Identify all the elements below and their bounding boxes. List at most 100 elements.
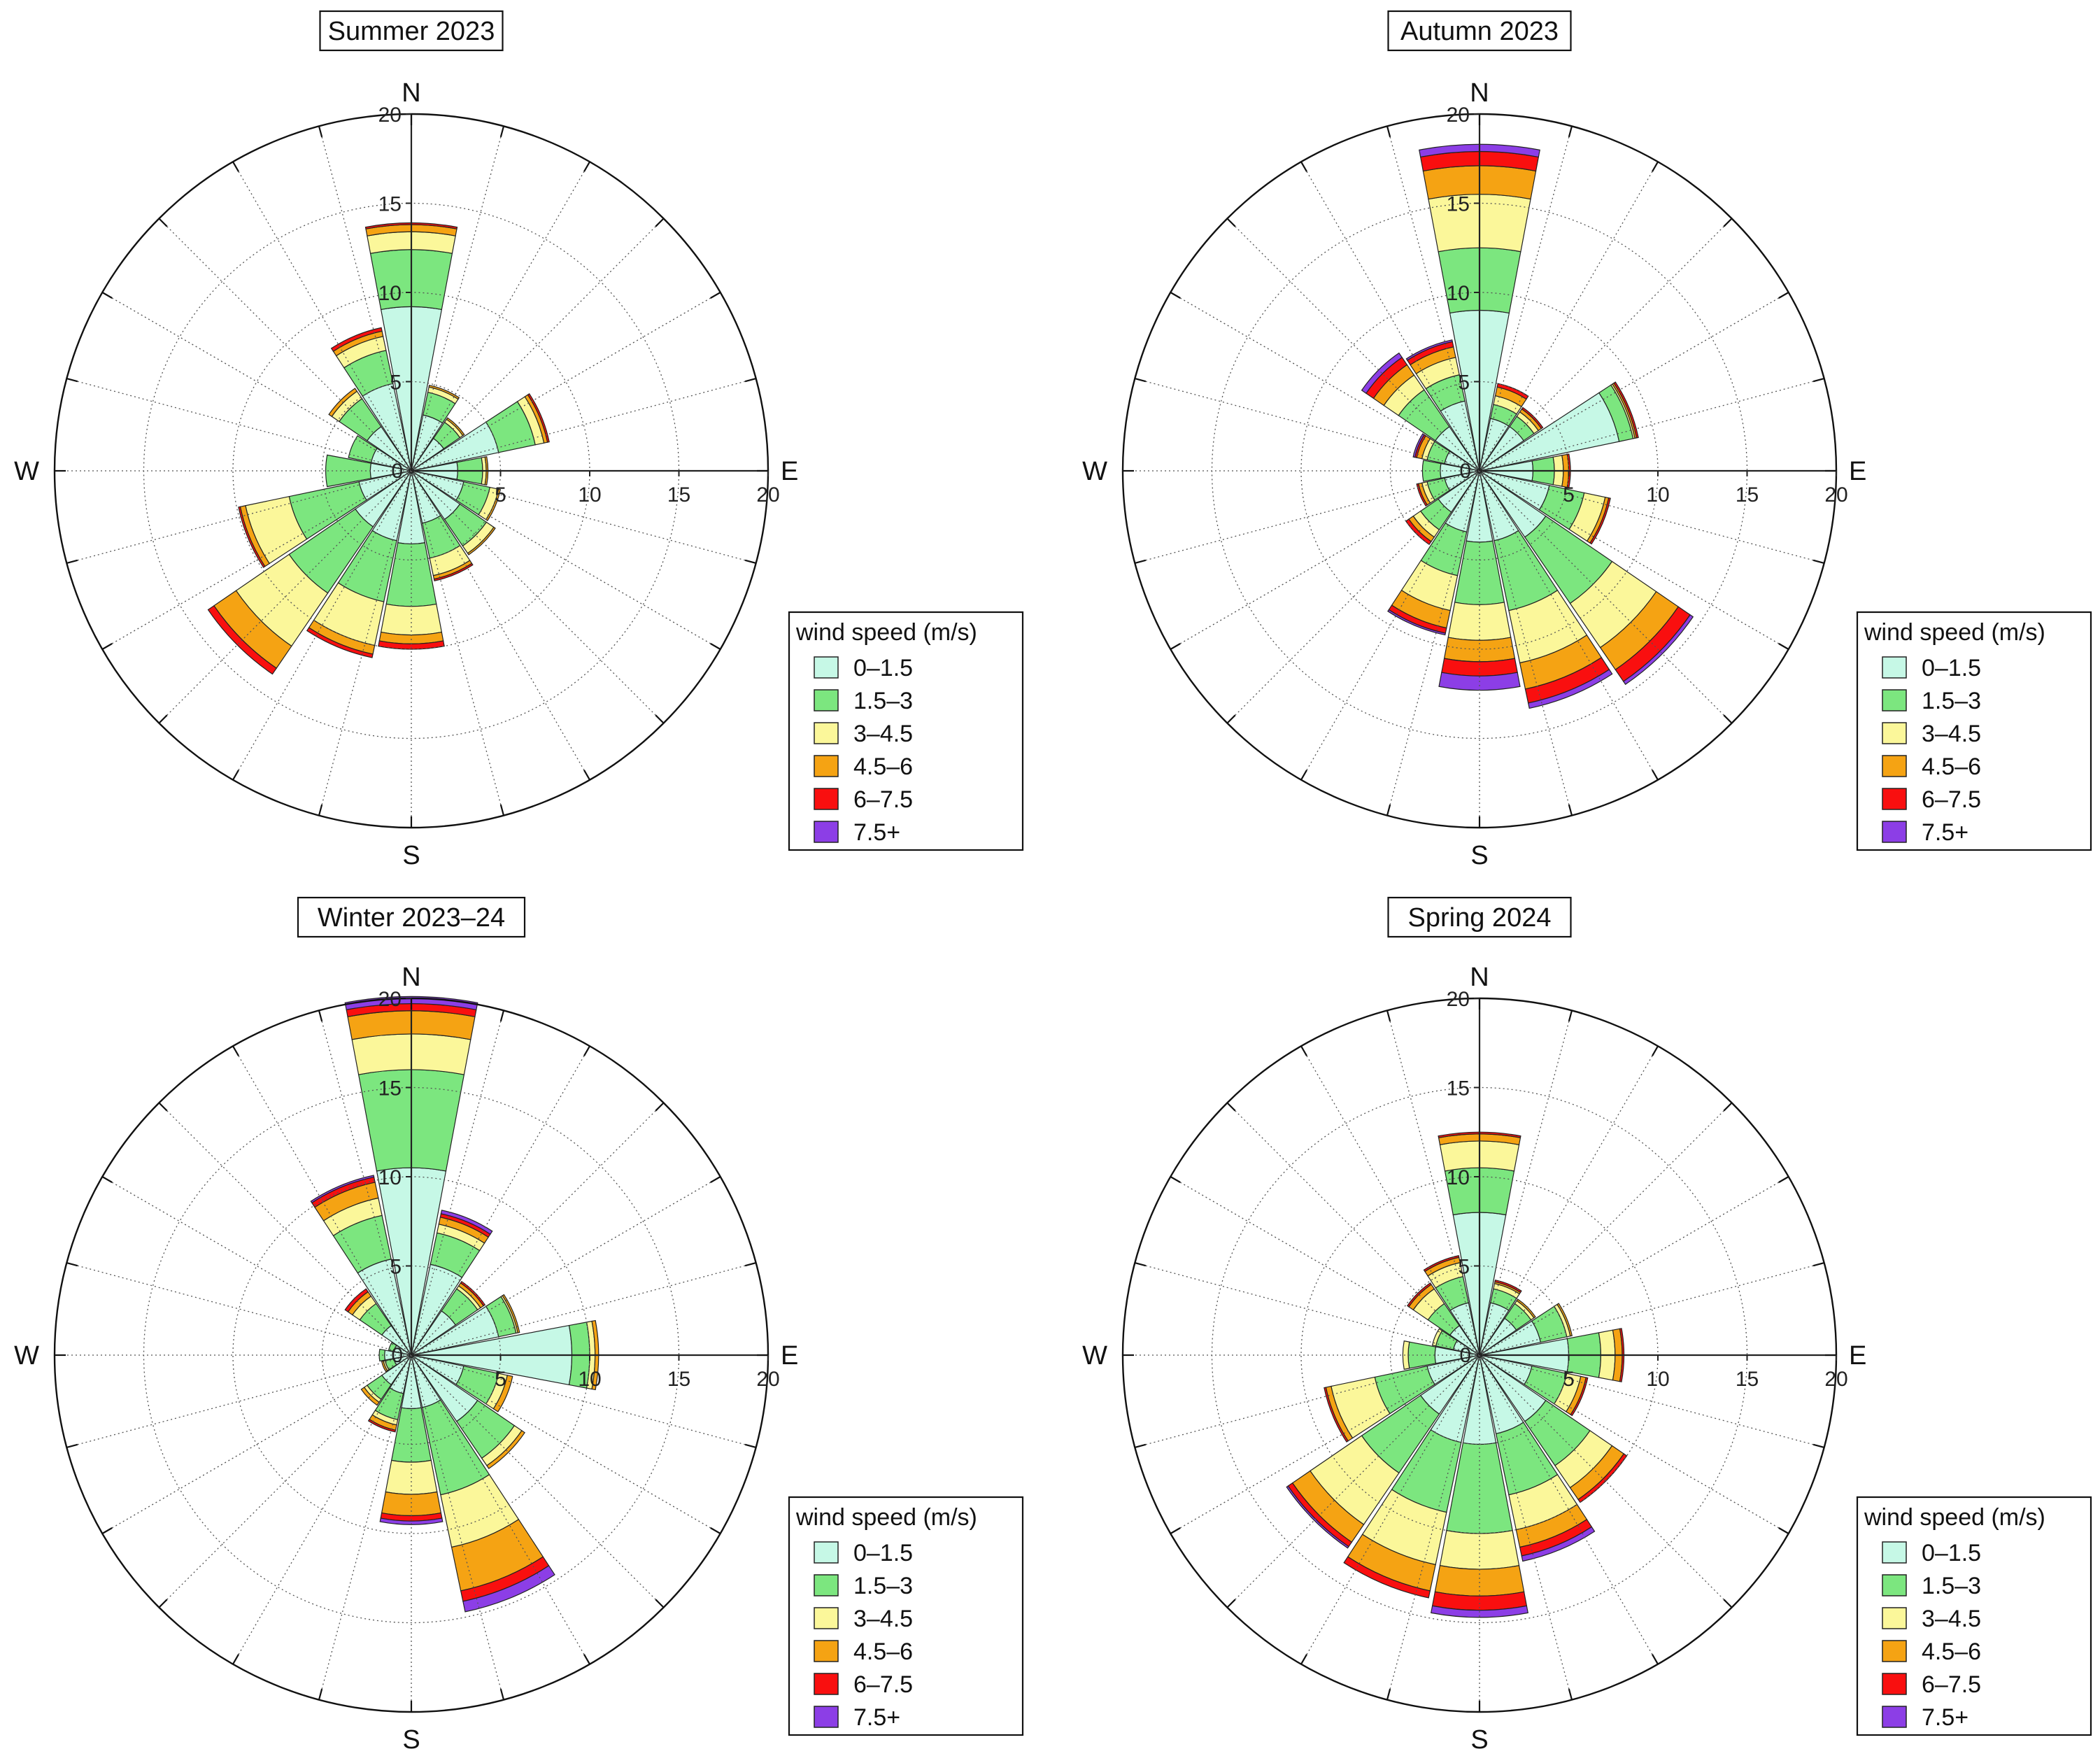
ring-tick [318,804,323,816]
ring-tick [1812,1443,1824,1449]
tick-label-n: 10 [1447,282,1470,305]
legend-swatch [814,1640,839,1662]
sector-NNE-3 [428,385,460,400]
legend-swatch [814,656,839,679]
legend-label: 6–7.5 [1922,1671,1981,1698]
radial-tick-labels: 0 5 5 10 10 15 15 20 20 [378,104,780,507]
sector-SW-3 [360,1387,380,1406]
sector-SSW-4 [367,1418,397,1433]
sector-WSW-4 [1324,1387,1349,1443]
ring-tick [499,1688,505,1700]
ring-tick [66,1443,78,1449]
ring-tick [744,1443,756,1449]
legend: wind speed (m/s) 0–1.5 1.5–3 3–4.5 4.5–6 6–7.… [788,611,1024,851]
legend-swatch [814,755,839,777]
ring-tick [318,1010,323,1022]
legend-label: 4.5–6 [853,753,913,780]
ring-tick [1778,292,1789,299]
sector-NW-5 [1361,352,1403,395]
sector-WNW-1 [348,434,378,463]
grid-spoke [1170,1354,1480,1534]
ring-tick [1386,1688,1391,1700]
grid [1123,114,1836,828]
grid-spoke [411,1176,721,1356]
sector-NW-4 [1407,1282,1432,1308]
chart-title: Spring 2024 [1408,903,1552,933]
tick-label-n: 20 [378,988,402,1011]
grid-spoke [318,126,412,472]
legend-label: 4.5–6 [1922,1638,1981,1665]
legend-swatch [814,1607,839,1629]
grid-spoke [232,1046,412,1356]
grid-spoke [318,1354,412,1700]
grid-spoke [1479,1046,1659,1356]
compass-w: W [1082,457,1107,486]
ring-tick [101,643,113,650]
grid-spoke [1479,1010,1573,1356]
tick-label-n: 20 [1447,988,1470,1011]
tick-label-e: 5 [1563,483,1575,507]
legend-title: wind speed (m/s) [1864,1504,2045,1531]
legend-label: 3–4.5 [1922,1606,1981,1632]
legend-swatch [814,821,839,843]
sector-N-4 [364,222,458,229]
grid-spoke [411,162,590,472]
ring-tick [1568,804,1573,816]
legend-swatch [1882,1574,1907,1596]
ring-tick [1568,1010,1573,1022]
legend-swatch [1882,1640,1907,1662]
legend-label: 3–4.5 [853,1606,913,1632]
legend-swatch [814,788,839,810]
grid-spoke [1226,218,1480,472]
compass-n: N [1470,78,1489,108]
ring-tick [1135,377,1147,383]
grid-spoke [1226,470,1480,724]
sector-SSW-4 [306,627,374,658]
grid-spoke [102,1354,412,1534]
grid-spoke [158,218,412,472]
ring-tick [655,1102,665,1112]
tick-label-e: 10 [1646,483,1669,507]
sector-bars [207,222,550,675]
sector-S-3 [1443,637,1516,663]
grid-spoke [1479,470,1733,724]
legend-label: 1.5–3 [1922,1573,1981,1599]
ring-tick [1300,161,1307,172]
ring-tick [1723,1102,1733,1112]
grid-spoke [411,126,504,472]
legend-label: 0–1.5 [1922,1540,1981,1566]
legend-swatch [814,1541,839,1564]
grid-spoke [1479,218,1733,472]
sector-SW-5 [1286,1485,1349,1549]
grid-spoke [66,470,412,564]
sector-E-4 [1619,1328,1625,1382]
legend-swatch [814,1673,839,1695]
ring-tick [655,218,665,227]
grid-spoke [102,1176,412,1356]
legend-swatch [1882,1673,1907,1695]
sector-S-3 [381,1491,442,1517]
tick-label-e: 15 [667,1368,690,1391]
ring-tick [583,1045,590,1056]
tick-label-e: 15 [1736,1368,1759,1391]
tick-label-e: 10 [1646,1368,1669,1391]
ring-tick [101,292,113,299]
tick-label-e: 5 [495,483,506,507]
legend-label: 3–4.5 [1922,721,1981,747]
tick-label-e: 20 [1824,1368,1847,1391]
grid-spoke [1170,470,1480,650]
tick-label-n: 20 [378,104,402,127]
grid-spoke [411,1354,590,1664]
ring-tick [1723,1599,1733,1608]
grid-spoke [1386,470,1480,816]
sector-SE-3 [486,1430,525,1469]
tick-label: 0 [1459,1344,1471,1367]
sector-NNE-5 [440,1210,493,1235]
compass-s: S [1470,841,1488,870]
grid-spoke [1300,1046,1480,1356]
ring-tick [1226,1102,1236,1112]
grid-spoke [102,292,412,472]
legend-label: 7.5+ [1922,1704,1968,1731]
sector-NE-3 [1516,1298,1536,1319]
